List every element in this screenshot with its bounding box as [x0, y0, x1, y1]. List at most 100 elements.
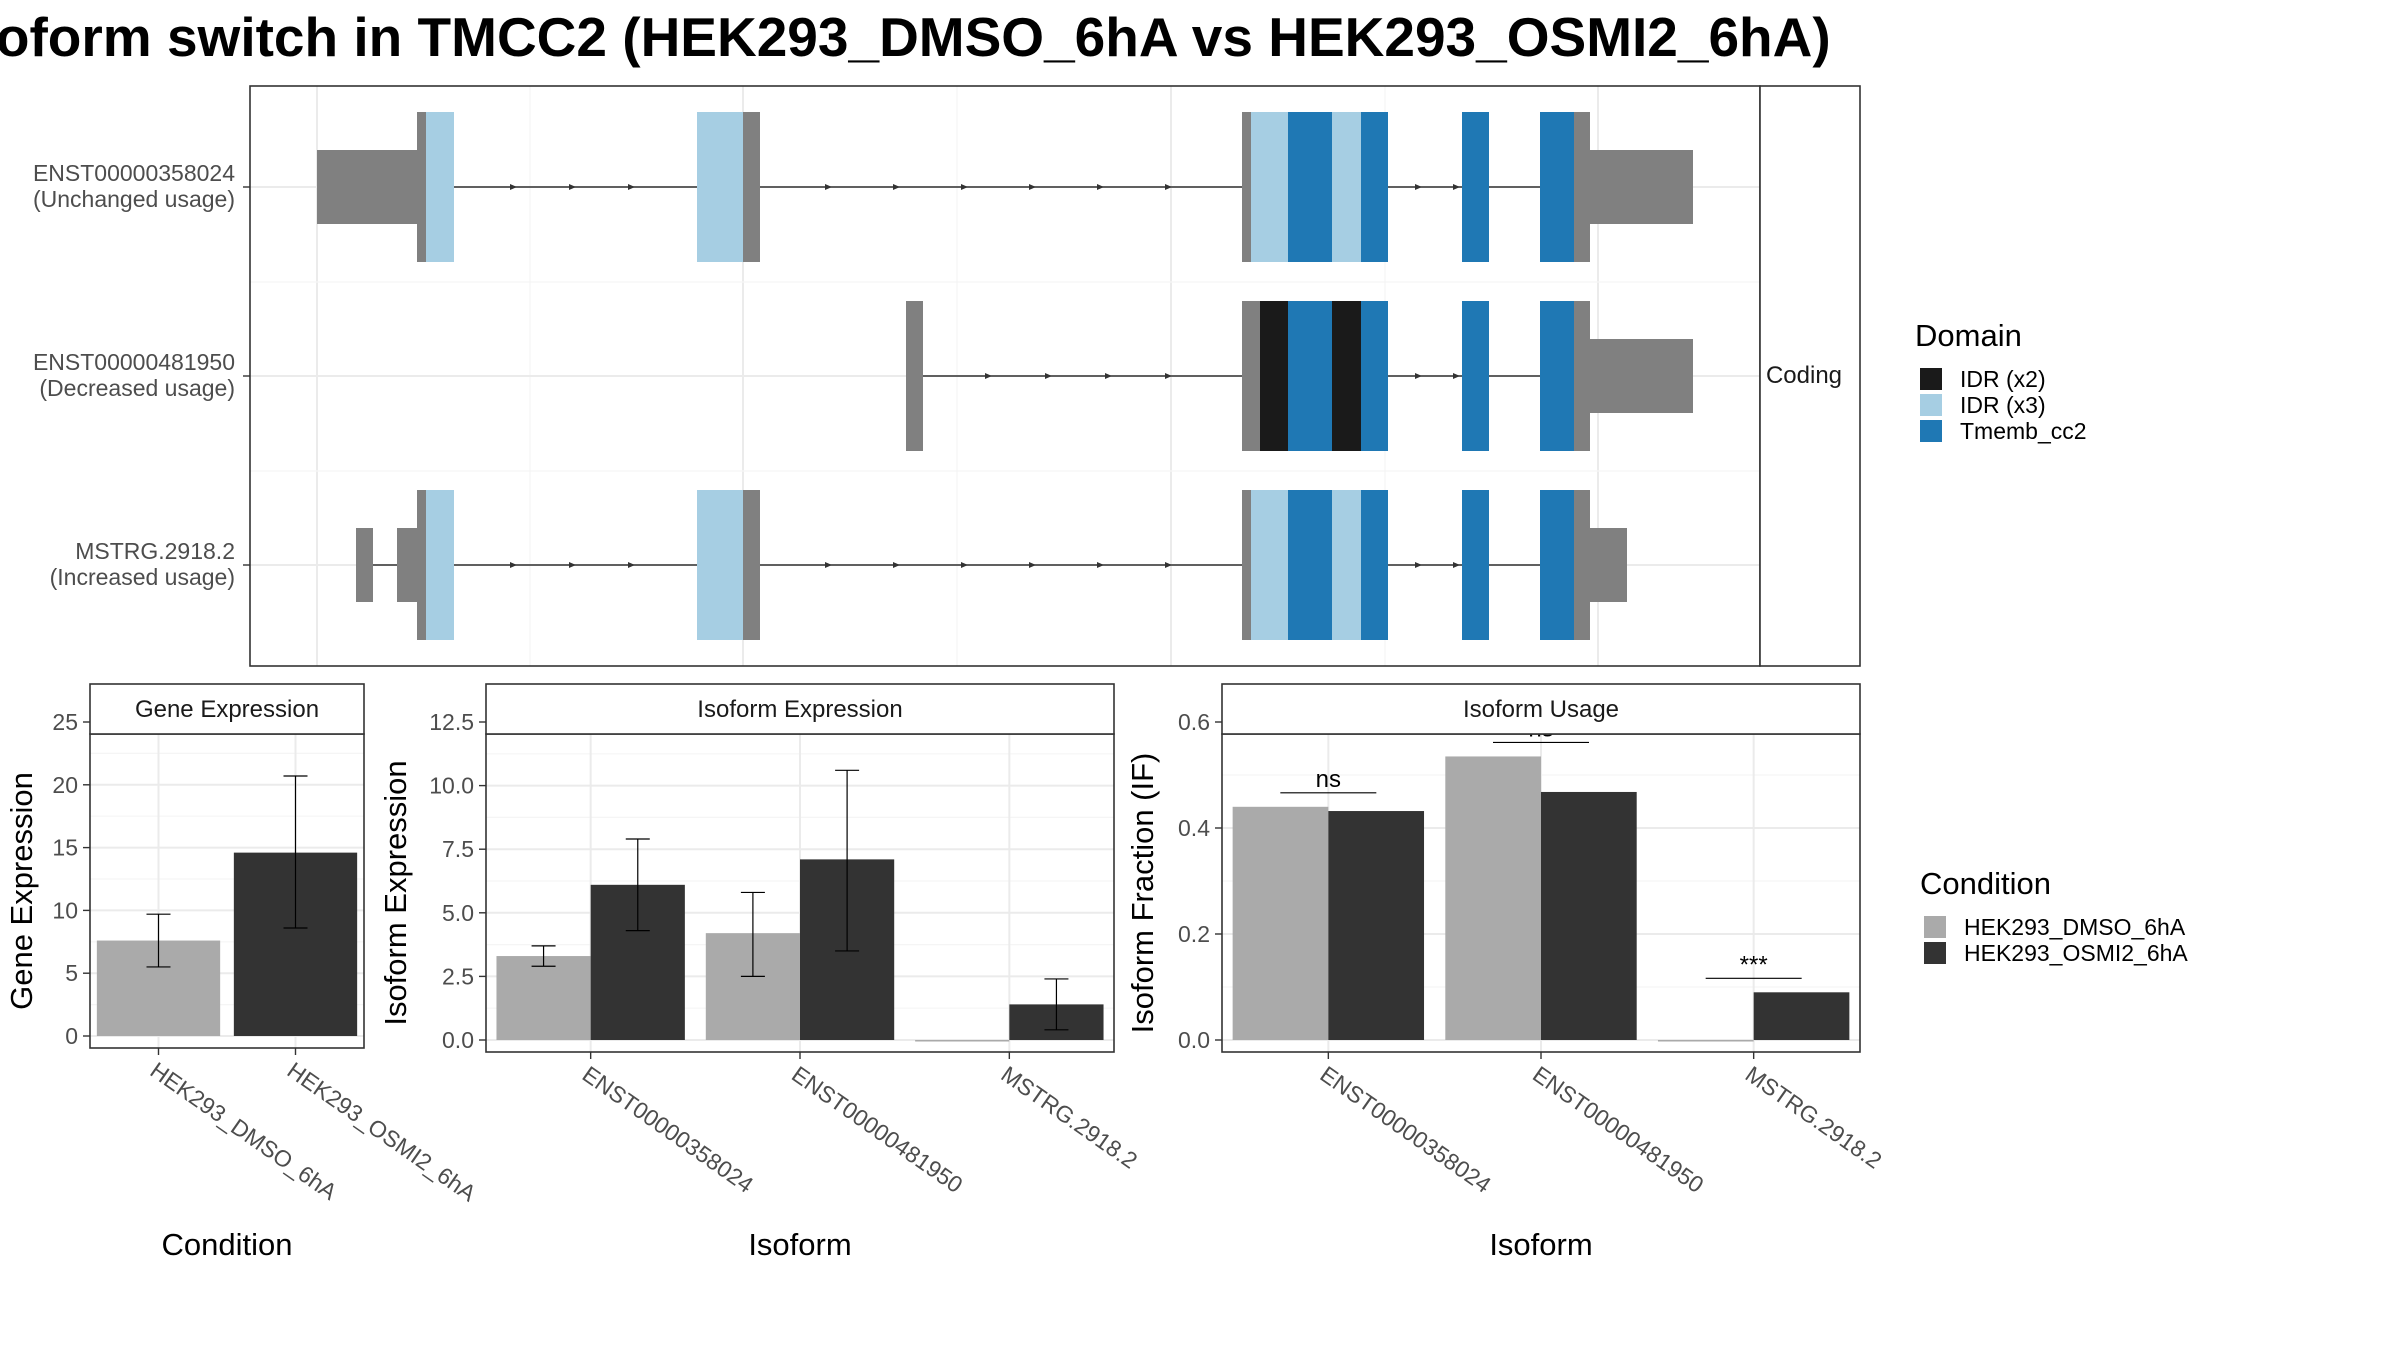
condition-legend-swatch	[1924, 916, 1946, 938]
intron-arrow	[1105, 373, 1112, 379]
significance-label: ***	[1740, 951, 1768, 978]
idr-x2-domain	[1260, 301, 1288, 451]
intron-arrow	[1415, 184, 1422, 190]
condition-legend-swatch	[1924, 942, 1946, 964]
y-tick-label: 7.5	[442, 836, 474, 862]
idr-x3-domain	[697, 112, 743, 262]
tmemb-cc2-domain	[1288, 112, 1332, 262]
condition-legend: Condition HEK293_DMSO_6hAHEK293_OSMI2_6h…	[1920, 866, 2188, 966]
coding-exon	[1242, 490, 1251, 640]
coding-exon	[1574, 301, 1590, 451]
y-tick-label: 12.5	[429, 709, 474, 735]
coding-exon	[743, 112, 760, 262]
tmemb-cc2-domain	[1361, 301, 1388, 451]
intron-arrow	[1045, 373, 1052, 379]
intron-arrow	[985, 373, 992, 379]
condition-legend-title: Condition	[1920, 866, 2051, 901]
figure-title: Isoform switch in TMCC2 (HEK293_DMSO_6hA…	[0, 6, 1831, 68]
transcript-structures	[317, 112, 1693, 640]
y-tick-label: 15	[52, 835, 78, 861]
idr-x3-domain	[1251, 490, 1288, 640]
bar	[1541, 791, 1637, 1040]
transcript-labels: ENST00000358024(Unchanged usage) ENST0000…	[33, 160, 250, 590]
transcript-usage-label: (Increased usage)	[50, 564, 235, 590]
intron-arrow	[628, 184, 635, 190]
intron-arrow	[569, 562, 576, 568]
y-axis-title: Gene Expression	[4, 772, 39, 1010]
condition-legend-label: HEK293_OSMI2_6hA	[1964, 940, 2188, 966]
intron-arrow	[1165, 562, 1172, 568]
coding-exon	[417, 112, 426, 262]
intron-arrow	[1415, 562, 1422, 568]
y-axis-title: Isoform Expression	[378, 760, 413, 1025]
utr-exon	[356, 528, 373, 602]
bar	[1328, 811, 1425, 1040]
y-tick-label: 10	[52, 897, 78, 923]
isoform-expression-panel: 0.0 2.5 5.0 7.5 10.0 12.5 Isoform Expression EN…	[378, 683, 1142, 1262]
x-axis-title: Isoform	[1489, 1227, 1592, 1262]
utr-exon	[317, 150, 419, 224]
y-tick-label: 0.2	[1178, 921, 1210, 947]
tmemb-cc2-domain	[1540, 301, 1574, 451]
domain-legend-swatch	[1920, 420, 1942, 442]
transcript-id-label: MSTRG.2918.2	[75, 538, 235, 564]
intron-arrow	[1097, 562, 1104, 568]
domain-legend-swatch	[1920, 368, 1942, 390]
condition-legend-label: HEK293_DMSO_6hA	[1964, 914, 2186, 940]
tmemb-cc2-domain	[1288, 301, 1332, 451]
tmemb-cc2-domain	[1540, 490, 1574, 640]
tmemb-cc2-domain	[1288, 490, 1332, 640]
panel-strip	[89, 683, 365, 735]
intron-arrow	[825, 562, 832, 568]
x-tick-label: MSTRG.2918.2	[1741, 1061, 1887, 1174]
intron-arrow	[893, 184, 900, 190]
x-axis-title: Isoform	[748, 1227, 851, 1262]
intron-arrow	[1453, 562, 1460, 568]
bar	[1445, 756, 1541, 1040]
bar	[915, 1040, 1010, 1042]
isoform-usage-panel: 0.00.20.40.6nsns***Isoform UsageENST0000…	[1125, 683, 1887, 1262]
intron-arrow	[569, 184, 576, 190]
transcript-id-label: ENST00000358024	[33, 160, 235, 186]
idr-x2-domain	[1332, 301, 1361, 451]
y-tick-label: 5	[65, 960, 78, 986]
y-tick-label: 0.0	[442, 1027, 474, 1053]
utr-exon	[397, 528, 417, 602]
utr-exon	[1590, 528, 1627, 602]
coding-exon	[1242, 301, 1260, 451]
transcript-usage-label: (Unchanged usage)	[33, 186, 235, 212]
domain-legend-swatch	[1920, 394, 1942, 416]
coding-exon	[1574, 112, 1590, 262]
x-tick-label: ENST00000358024	[1315, 1061, 1496, 1198]
coding-exon	[1242, 112, 1251, 262]
tmemb-cc2-domain	[1462, 112, 1489, 262]
domain-legend: Domain IDR (x2)IDR (x3)Tmemb_cc2	[1915, 318, 2087, 444]
intron-arrow	[961, 184, 968, 190]
y-tick-label: 0.4	[1178, 815, 1210, 841]
bar	[1232, 806, 1329, 1040]
tmemb-cc2-domain	[1361, 112, 1388, 262]
x-tick-label: ENST00000358024	[578, 1061, 759, 1198]
coding-facet-strip	[1759, 85, 1861, 667]
intron-arrow	[893, 562, 900, 568]
coding-exon	[417, 490, 426, 640]
coding-exon	[906, 301, 923, 451]
intron-arrow	[1453, 373, 1460, 379]
y-axis-title: Isoform Fraction (IF)	[1125, 753, 1160, 1034]
idr-x3-domain	[1251, 112, 1288, 262]
tmemb-cc2-domain	[1361, 490, 1388, 640]
intron-arrow	[1097, 184, 1104, 190]
y-tick-label: 0	[65, 1023, 78, 1049]
x-tick-label: ENST00000481950	[787, 1061, 967, 1198]
utr-exon	[1590, 150, 1693, 224]
domain-legend-label: IDR (x3)	[1960, 392, 2046, 418]
idr-x3-domain	[1332, 112, 1361, 262]
y-tick-label: 0.6	[1178, 709, 1210, 735]
coding-exon	[743, 490, 760, 640]
y-tick-label: 20	[52, 772, 78, 798]
domain-legend-label: Tmemb_cc2	[1960, 418, 2087, 444]
y-tick-label: 5.0	[442, 900, 474, 926]
intron-arrow	[1165, 184, 1172, 190]
panel-strip-title: Isoform Usage	[1463, 696, 1619, 723]
